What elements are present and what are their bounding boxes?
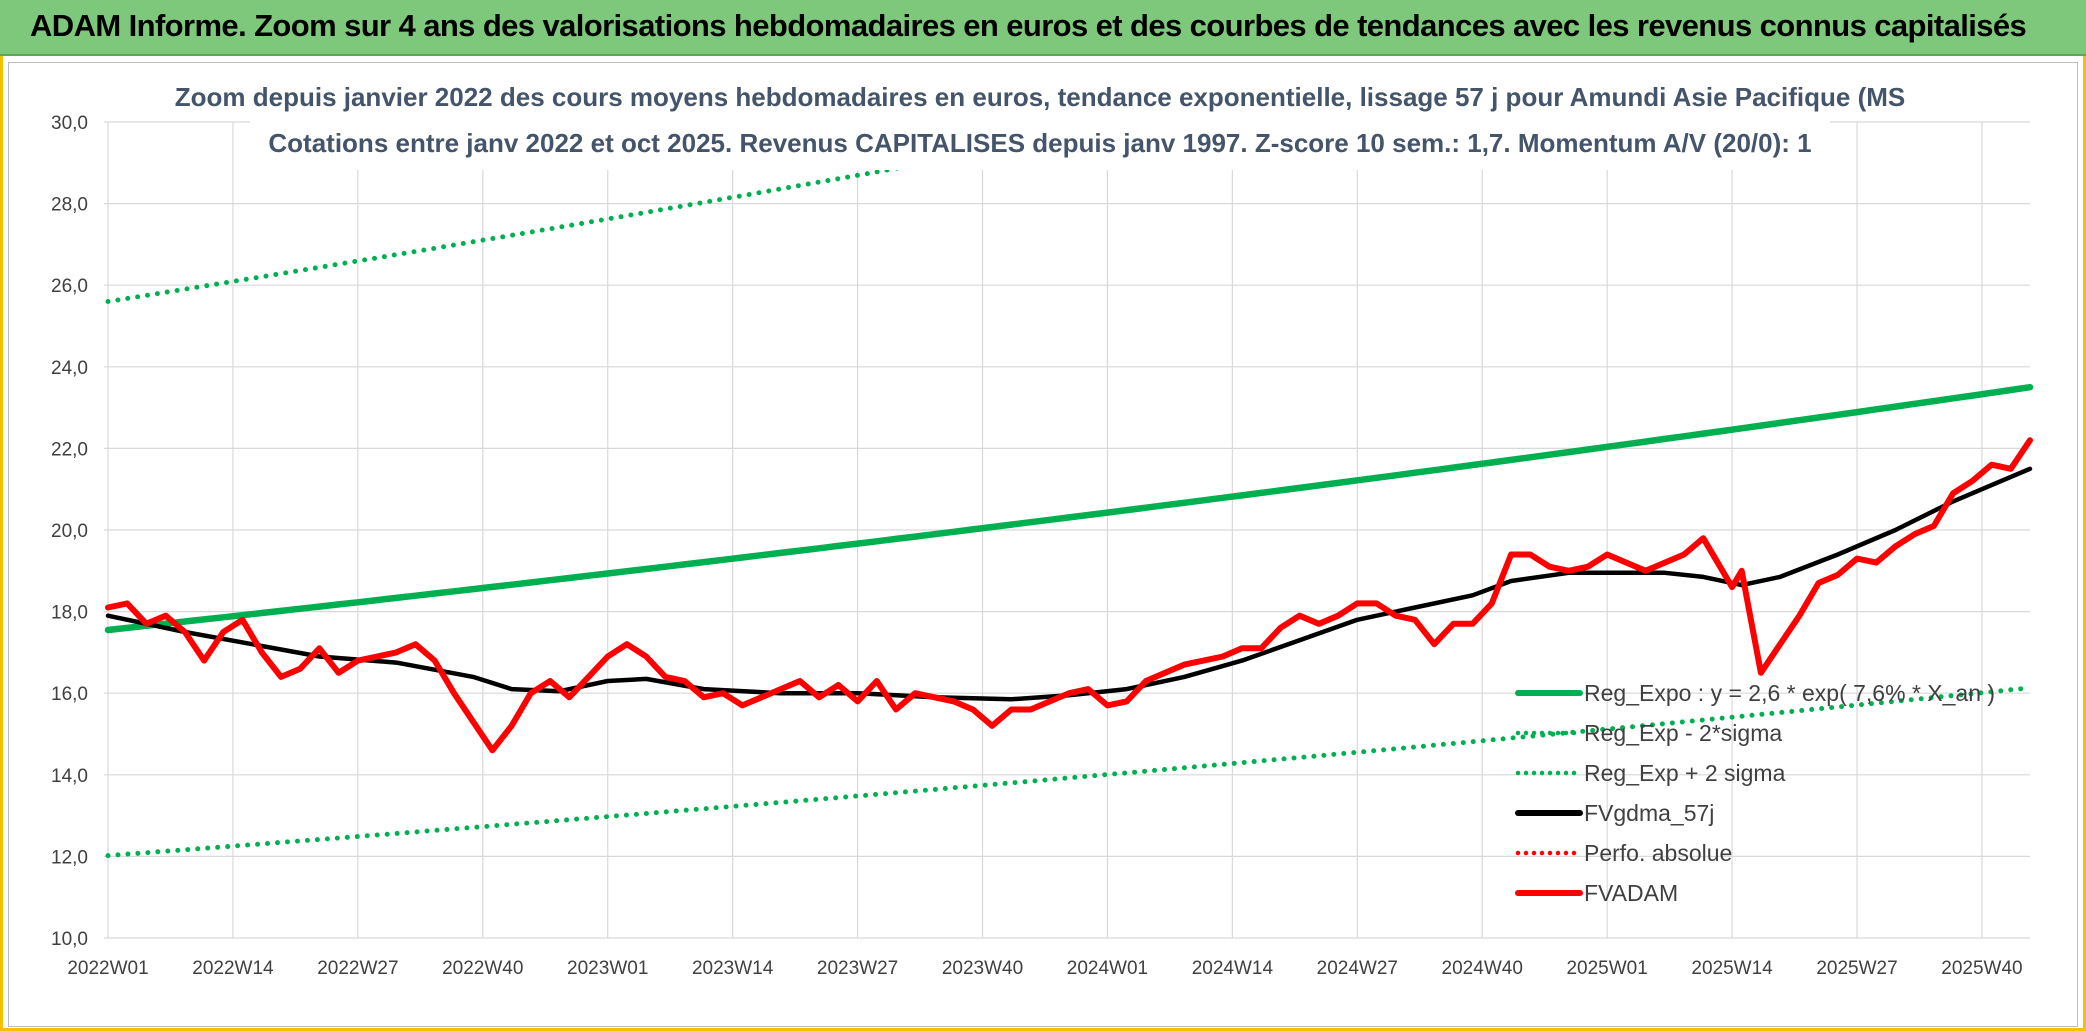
- x-tick-label: 2022W14: [192, 958, 274, 979]
- series-line-reg-expo-y-2-6-exp-7-6-x-an: [104, 383, 2034, 634]
- x-tick-label: 2025W14: [1691, 958, 1773, 979]
- legend: Reg_Expo : y = 2,6 * exp( 7,6% * X_an ) R…: [1515, 680, 1995, 906]
- y-tick-label: 10,0: [51, 929, 88, 950]
- legend-label-fvgdma-57j: FVgdma_57j: [1584, 800, 1714, 826]
- y-tick-label: 20,0: [51, 521, 88, 542]
- chart-subtitle: Cotations entre janv 2022 et oct 2025. R…: [268, 128, 1811, 158]
- legend-label-reg-exp-2-sigma: Reg_Exp + 2 sigma: [1584, 760, 1786, 786]
- y-tick-label: 12,0: [51, 847, 88, 868]
- x-tick-label: 2022W27: [317, 958, 398, 979]
- legend-label-perfo-absolue: Perfo. absolue: [1584, 840, 1732, 866]
- x-tick-label: 2023W14: [692, 958, 774, 979]
- series-line-reg-exp-2-sigma: [105, 685, 2033, 859]
- x-tick-label: 2022W40: [442, 958, 523, 979]
- y-tick-label: 14,0: [51, 766, 88, 787]
- y-tick-label: 30,0: [51, 113, 88, 134]
- report-banner-title: ADAM Informe. Zoom sur 4 ans des valoris…: [30, 8, 2027, 43]
- y-tick-label: 18,0: [51, 603, 88, 624]
- x-tick-label: 2024W40: [1442, 958, 1523, 979]
- legend-label-reg-exp-2-sigma: Reg_Exp - 2*sigma: [1584, 720, 1782, 746]
- x-tick-label: 2024W14: [1192, 958, 1274, 979]
- series-line-fvadam: [105, 437, 2033, 754]
- y-tick-label: 16,0: [51, 684, 88, 705]
- axis-layer: 10,0 12,0 14,0 16,0 18,0 20,0 22,0 24,0 26,0 28,0…: [51, 113, 2023, 979]
- x-tick-label: 2022W01: [67, 958, 148, 979]
- series-line-fvgdma-57j: [105, 466, 2033, 702]
- gridlines: [104, 121, 2030, 939]
- x-tick-label: 2024W27: [1317, 958, 1398, 979]
- x-tick-label: 2025W40: [1941, 958, 2022, 979]
- y-tick-label: 28,0: [51, 195, 88, 216]
- y-tick-label: 22,0: [51, 439, 88, 460]
- y-tick-label: 24,0: [51, 358, 88, 379]
- y-tick-label: 26,0: [51, 276, 88, 297]
- legend-label-fvadam: FVADAM: [1584, 880, 1678, 906]
- chart-title: Zoom depuis janvier 2022 des cours moyen…: [175, 82, 1905, 112]
- legend-label-reg-expo-y-2-6-exp-7-6-x-an: Reg_Expo : y = 2,6 * exp( 7,6% * X_an ): [1584, 680, 1995, 706]
- report-banner: ADAM Informe. Zoom sur 4 ans des valoris…: [0, 0, 2086, 56]
- x-tick-label: 2025W27: [1816, 958, 1897, 979]
- series-layer: [104, 122, 2034, 859]
- x-tick-label: 2025W01: [1566, 958, 1647, 979]
- title-background: [250, 74, 1830, 170]
- chart-area: [8, 62, 2078, 1027]
- x-tick-label: 2023W01: [567, 958, 648, 979]
- x-tick-label: 2023W27: [817, 958, 898, 979]
- x-tick-label: 2024W01: [1067, 958, 1148, 979]
- x-tick-label: 2023W40: [942, 958, 1023, 979]
- title-layer: Zoom depuis janvier 2022 des cours moyen…: [175, 74, 1905, 170]
